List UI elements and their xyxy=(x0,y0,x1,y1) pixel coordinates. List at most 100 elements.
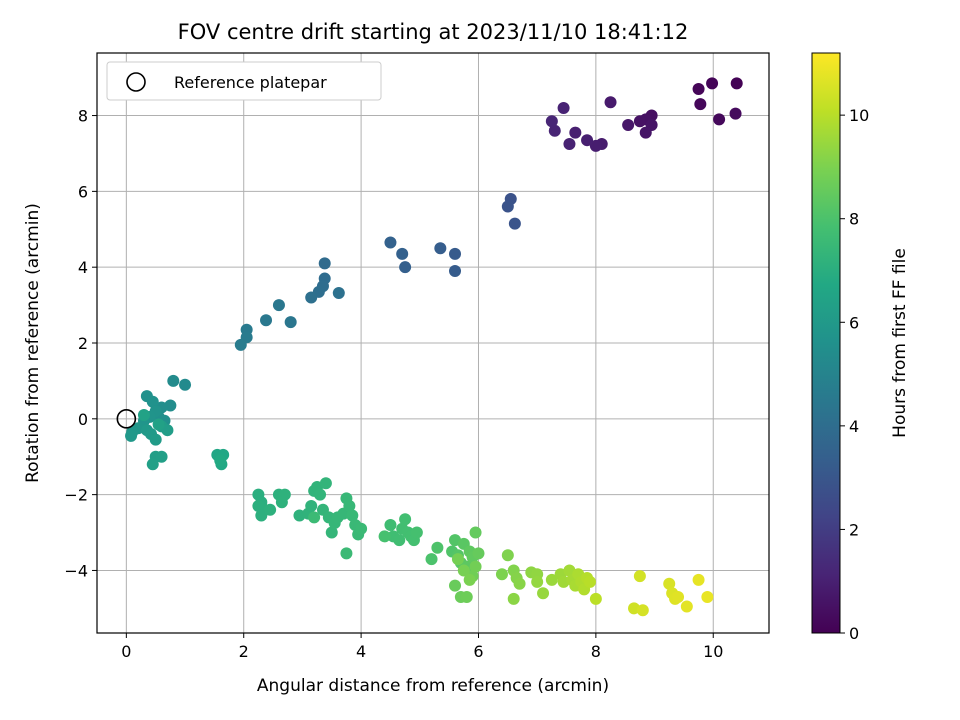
data-point xyxy=(672,590,685,603)
data-point xyxy=(399,513,412,526)
data-point xyxy=(701,590,714,603)
data-point xyxy=(179,378,192,391)
data-point xyxy=(694,98,707,111)
legend: Reference platepar xyxy=(106,61,382,101)
data-point xyxy=(314,488,327,501)
data-point xyxy=(260,314,273,327)
data-point xyxy=(155,450,168,463)
data-point xyxy=(332,286,345,299)
data-point xyxy=(319,477,332,490)
colorbar: 0 2 4 6 8 10 Hours from first FF file xyxy=(811,52,910,643)
data-point xyxy=(149,433,162,446)
chart-title: FOV centre drift starting at 2023/11/10 … xyxy=(178,20,689,44)
data-points xyxy=(125,77,743,617)
data-point xyxy=(305,291,318,304)
data-point xyxy=(583,575,596,588)
data-point xyxy=(167,374,180,387)
data-point xyxy=(325,526,338,539)
data-point xyxy=(463,573,476,586)
data-point xyxy=(396,247,409,260)
x-tick-label: 2 xyxy=(239,642,249,661)
legend-marker-icon xyxy=(126,72,146,92)
y-tick-label: −4 xyxy=(64,561,88,580)
data-point xyxy=(146,458,159,471)
y-axis-label: Rotation from reference (arcmin) xyxy=(23,203,43,483)
data-point xyxy=(308,511,321,524)
data-point xyxy=(399,261,412,274)
data-point xyxy=(531,575,544,588)
data-point xyxy=(680,600,693,613)
data-point xyxy=(449,247,462,260)
data-point xyxy=(501,200,514,213)
colorbar-tick-label: 0 xyxy=(849,624,859,643)
data-point xyxy=(425,553,438,566)
data-point xyxy=(557,101,570,114)
data-point xyxy=(604,96,617,109)
x-tick-label: 0 xyxy=(121,642,131,661)
data-point xyxy=(214,454,227,467)
data-point xyxy=(469,526,482,539)
data-point xyxy=(272,299,285,312)
data-point xyxy=(545,115,558,128)
colorbar-tick-label: 8 xyxy=(849,210,859,229)
data-point xyxy=(457,564,470,577)
data-point xyxy=(340,547,353,560)
data-point xyxy=(384,518,397,531)
x-tick-label: 8 xyxy=(591,642,601,661)
data-point xyxy=(633,115,646,128)
colorbar-tick-label: 2 xyxy=(849,520,859,539)
data-point xyxy=(275,496,288,509)
data-point xyxy=(449,579,462,592)
data-point xyxy=(501,549,514,562)
data-point xyxy=(636,604,649,617)
data-point xyxy=(472,547,485,560)
data-point xyxy=(264,503,277,516)
data-point xyxy=(692,83,705,96)
data-point xyxy=(469,560,482,573)
colorbar-tick-label: 6 xyxy=(849,313,859,332)
x-axis-ticks: 0 2 4 6 8 10 xyxy=(121,633,723,661)
x-tick-label: 6 xyxy=(473,642,483,661)
data-point xyxy=(706,77,719,90)
colorbar-tick-label: 4 xyxy=(849,417,859,436)
data-point xyxy=(234,338,247,351)
y-tick-label: 6 xyxy=(78,182,88,201)
data-point xyxy=(563,137,576,150)
legend-label: Reference platepar xyxy=(174,73,327,92)
data-point xyxy=(730,77,743,90)
data-point xyxy=(663,577,676,590)
data-point xyxy=(410,526,423,539)
x-tick-label: 4 xyxy=(356,642,366,661)
data-point xyxy=(384,236,397,249)
data-point xyxy=(346,509,359,522)
data-point xyxy=(343,500,356,513)
data-point xyxy=(449,264,462,277)
data-point xyxy=(545,573,558,586)
data-point xyxy=(318,257,331,270)
data-point xyxy=(589,139,602,152)
data-point xyxy=(393,534,406,547)
data-point xyxy=(451,553,464,566)
y-axis-ticks: −4 −2 0 2 4 6 8 xyxy=(64,107,97,580)
y-tick-label: 0 xyxy=(78,410,88,429)
data-point xyxy=(161,424,174,437)
data-point xyxy=(495,568,508,581)
data-point xyxy=(537,587,550,600)
data-point xyxy=(729,107,742,120)
colorbar-ticks: 0 2 4 6 8 10 xyxy=(840,106,869,643)
colorbar-gradient xyxy=(811,52,841,634)
data-point xyxy=(581,134,594,147)
plot-area xyxy=(96,52,770,634)
data-point xyxy=(125,429,138,442)
y-tick-label: 2 xyxy=(78,334,88,353)
data-point xyxy=(284,316,297,329)
legend-box xyxy=(106,61,382,101)
y-tick-label: −2 xyxy=(64,486,88,505)
data-point xyxy=(639,126,652,139)
x-tick-label: 10 xyxy=(703,642,723,661)
data-point xyxy=(146,395,159,408)
data-point xyxy=(255,509,268,522)
data-point xyxy=(548,124,561,137)
y-tick-label: 8 xyxy=(78,107,88,126)
